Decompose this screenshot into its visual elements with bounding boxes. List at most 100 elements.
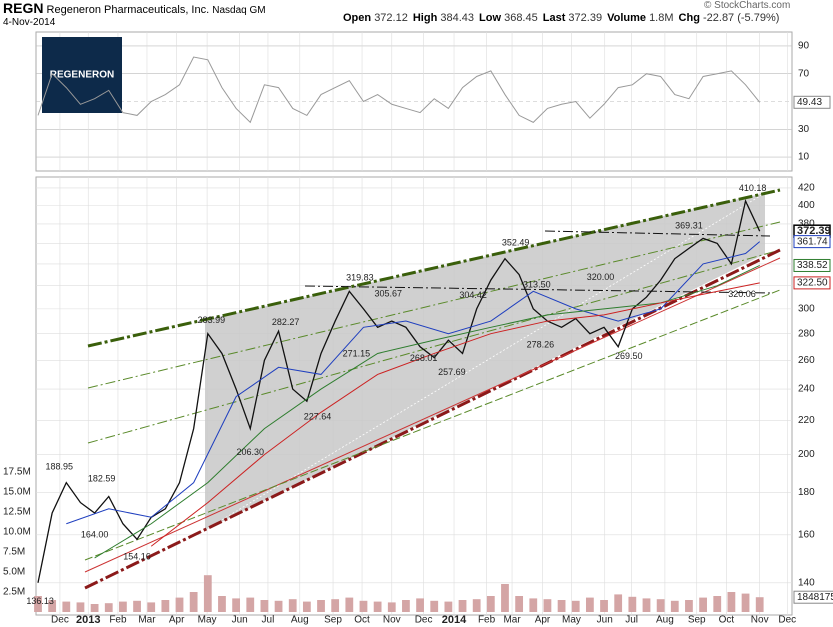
price-annotation: 369.31 bbox=[675, 221, 703, 231]
volume-bar bbox=[416, 598, 424, 612]
volume-bar bbox=[571, 600, 580, 612]
value-box bbox=[793, 258, 831, 272]
price-annotation: 278.26 bbox=[527, 339, 555, 349]
volume-bar bbox=[218, 596, 226, 612]
price-annotation: 283.99 bbox=[198, 315, 226, 325]
volume-bar bbox=[741, 593, 750, 612]
price-annotation: 304.42 bbox=[459, 290, 487, 300]
volume-bar bbox=[147, 602, 156, 612]
x-tick-label: Jul bbox=[625, 615, 638, 626]
y-tick-label: 70 bbox=[798, 68, 810, 79]
upper-trendline bbox=[87, 188, 781, 348]
volume-bar bbox=[260, 600, 269, 612]
date: 4-Nov-2014 bbox=[3, 17, 56, 28]
price-annotation: 164.00 bbox=[81, 529, 109, 539]
price-annotation: 269.50 bbox=[615, 351, 643, 361]
volume-bar bbox=[48, 600, 57, 612]
volume-bar bbox=[685, 600, 693, 612]
price-annotation: 154.16 bbox=[123, 552, 151, 562]
rsi-last-label: 49.43 bbox=[797, 97, 822, 108]
volume-bar bbox=[430, 600, 439, 612]
y-tick-label: 420 bbox=[798, 183, 815, 194]
field-value: 372.12 bbox=[374, 12, 408, 24]
x-tick-label: Apr bbox=[169, 615, 185, 626]
volume-bar bbox=[189, 592, 198, 612]
price-annotation: 410.18 bbox=[739, 183, 767, 193]
volume-bar bbox=[34, 596, 42, 612]
y2-tick-label: 7.5M bbox=[3, 547, 25, 558]
volume-bar bbox=[274, 600, 283, 612]
volume-bar bbox=[515, 596, 524, 612]
y-tick-label: 180 bbox=[798, 487, 815, 498]
x-tick-label: Mar bbox=[503, 615, 521, 626]
resistance-line bbox=[304, 285, 771, 294]
volume-bar bbox=[614, 594, 623, 612]
value-box bbox=[793, 276, 831, 290]
quote-row: Open 372.12 High 384.43 Low 368.45 Last 372… bbox=[343, 12, 784, 24]
x-tick-label: Jun bbox=[232, 615, 248, 626]
price-annotation: 206.30 bbox=[236, 447, 264, 457]
moving-average bbox=[150, 282, 760, 547]
price-annotation: 257.69 bbox=[438, 367, 466, 377]
price-annotation: 352.49 bbox=[502, 237, 530, 247]
volume-bar bbox=[501, 584, 509, 612]
value-box bbox=[793, 235, 831, 249]
x-tick-label: Sep bbox=[324, 615, 342, 626]
x-tick-label: Feb bbox=[109, 615, 127, 626]
volume-bar bbox=[543, 599, 552, 612]
x-tick-label: Jul bbox=[262, 615, 275, 626]
volume-bar bbox=[288, 599, 297, 612]
fan-line bbox=[84, 257, 781, 573]
field-label: Open bbox=[343, 12, 372, 24]
x-tick-label: Sep bbox=[688, 615, 706, 626]
field-value: 384.43 bbox=[440, 12, 475, 24]
volume-bar bbox=[373, 601, 382, 612]
volume-bar bbox=[119, 601, 127, 612]
x-tick-label: 2014 bbox=[442, 614, 467, 626]
y-tick-label: 260 bbox=[798, 355, 815, 366]
y-tick-label: 240 bbox=[798, 384, 815, 395]
y-tick-label: 10 bbox=[798, 152, 810, 163]
field-label: Chg bbox=[678, 12, 700, 24]
y2-tick-label: 10.0M bbox=[3, 527, 31, 538]
volume-bar bbox=[331, 599, 340, 612]
x-tick-label: Apr bbox=[535, 615, 551, 626]
price-annotation: 313.50 bbox=[523, 279, 551, 289]
lower-trendline bbox=[84, 248, 781, 590]
plot-layer: 103050709049.431401601802002202402602803… bbox=[3, 41, 833, 626]
credit: © StockCharts.com bbox=[704, 0, 791, 11]
volume-bar bbox=[472, 599, 481, 612]
volume-bar bbox=[232, 598, 241, 612]
y2-tick-label: 5.0M bbox=[3, 567, 25, 578]
volume-bar bbox=[359, 600, 368, 612]
field-value: 372.39 bbox=[568, 12, 603, 24]
resistance-line bbox=[544, 230, 771, 237]
price-annotation: 320.06 bbox=[728, 289, 756, 299]
x-tick-label: May bbox=[198, 615, 217, 626]
title-row: REGN Regeneron Pharmaceuticals, Inc. Nas… bbox=[3, 0, 266, 16]
price-annotation: 305.67 bbox=[374, 289, 402, 299]
y-tick-label: 200 bbox=[798, 449, 815, 460]
company: Regeneron Pharmaceuticals, Inc. bbox=[46, 4, 210, 16]
exchange: Nasdaq GM bbox=[212, 5, 266, 16]
rsi-line bbox=[37, 56, 761, 124]
fan-line bbox=[87, 221, 781, 389]
x-tick-label: Oct bbox=[719, 615, 735, 626]
y2-tick-label: 12.5M bbox=[3, 507, 31, 518]
volume-bar bbox=[62, 601, 71, 612]
x-tick-label: May bbox=[562, 615, 581, 626]
price-annotation: 188.95 bbox=[45, 461, 73, 471]
price-line bbox=[37, 199, 761, 583]
volume-bar bbox=[444, 601, 453, 612]
fan-line bbox=[87, 249, 781, 444]
price-annotation: 319.83 bbox=[346, 272, 374, 282]
volume-bar bbox=[755, 597, 764, 612]
channel-mid bbox=[204, 192, 766, 531]
field-label: Volume bbox=[607, 12, 646, 24]
y-tick-label: 400 bbox=[798, 200, 815, 211]
y-tick-label: 30 bbox=[798, 124, 810, 135]
y-tick-label: 160 bbox=[798, 529, 815, 540]
value-box bbox=[793, 590, 833, 604]
x-tick-label: Jun bbox=[597, 615, 613, 626]
field-label: Low bbox=[479, 12, 502, 24]
